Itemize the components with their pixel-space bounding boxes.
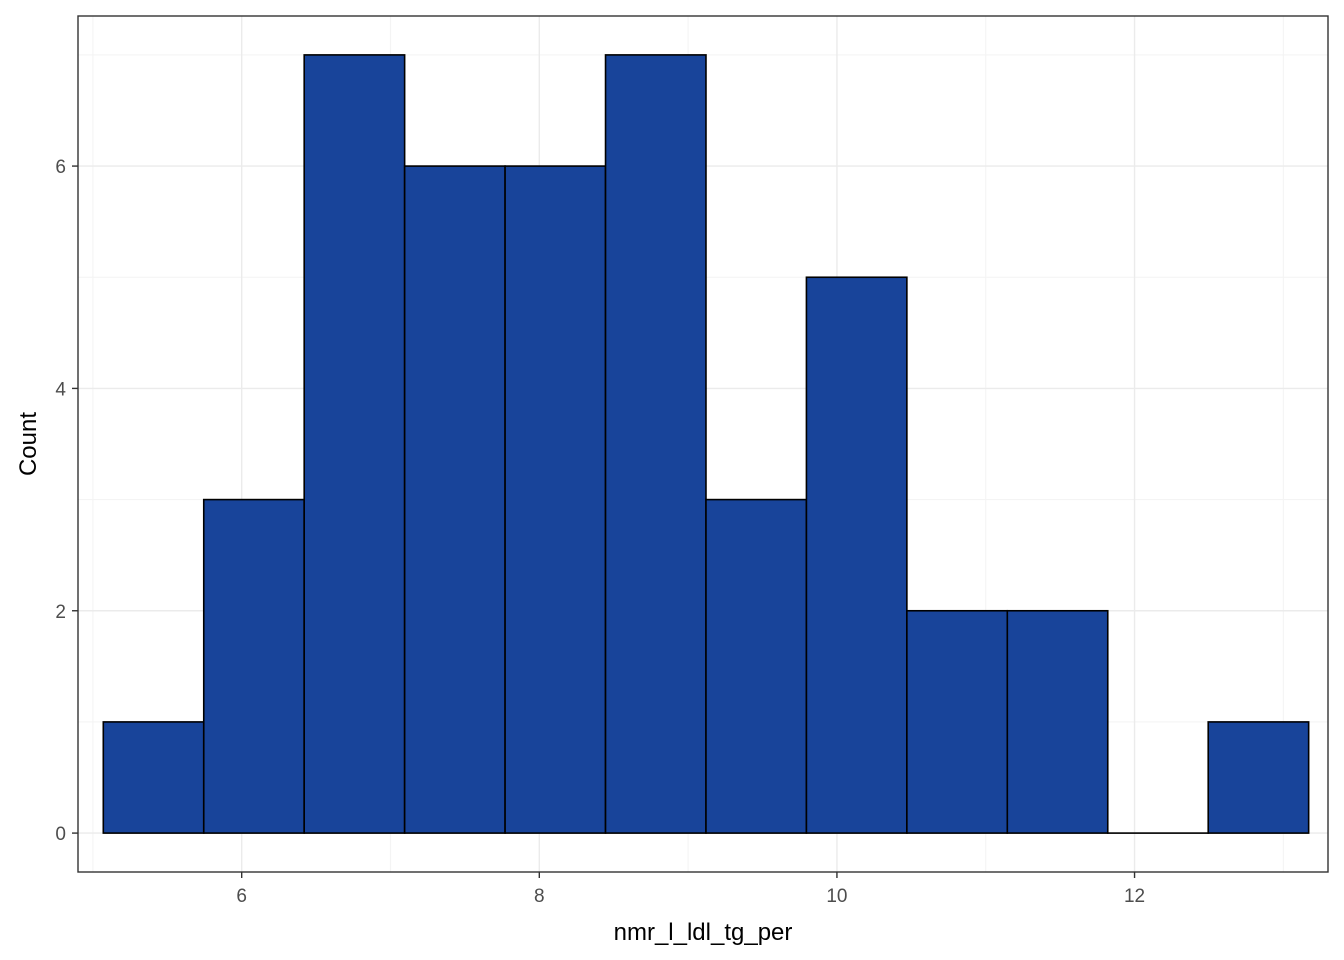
histogram-bar: [303, 54, 406, 834]
y-axis-title: Count: [15, 412, 42, 476]
y-axis-ticks: 0 2 4 6: [55, 157, 78, 845]
histogram-bar: [805, 276, 908, 834]
histogram-bar: [1006, 609, 1109, 834]
histogram-bar: [202, 498, 305, 834]
histogram-bar: [906, 609, 1009, 834]
x-tick-label: 6: [236, 886, 247, 907]
histogram-bars: [102, 54, 1310, 834]
histogram-bar: [403, 165, 506, 834]
x-axis-ticks: 6 8 10 12: [236, 872, 1145, 907]
y-tick-label: 4: [55, 379, 66, 400]
x-tick-label: 8: [534, 886, 545, 907]
histogram-bar: [705, 498, 808, 834]
panel-border: [77, 15, 1329, 873]
histogram-bar: [1207, 721, 1310, 834]
histogram-bar: [604, 54, 707, 834]
x-axis-title: nmr_l_ldl_tg_per: [614, 919, 793, 946]
y-tick-label: 6: [55, 157, 66, 178]
histogram-bar: [102, 721, 205, 834]
histogram-bar: [504, 165, 607, 834]
x-tick-label: 10: [826, 886, 847, 907]
y-tick-label: 2: [55, 602, 66, 623]
y-tick-label: 0: [55, 824, 66, 845]
x-tick-label: 12: [1124, 886, 1145, 907]
